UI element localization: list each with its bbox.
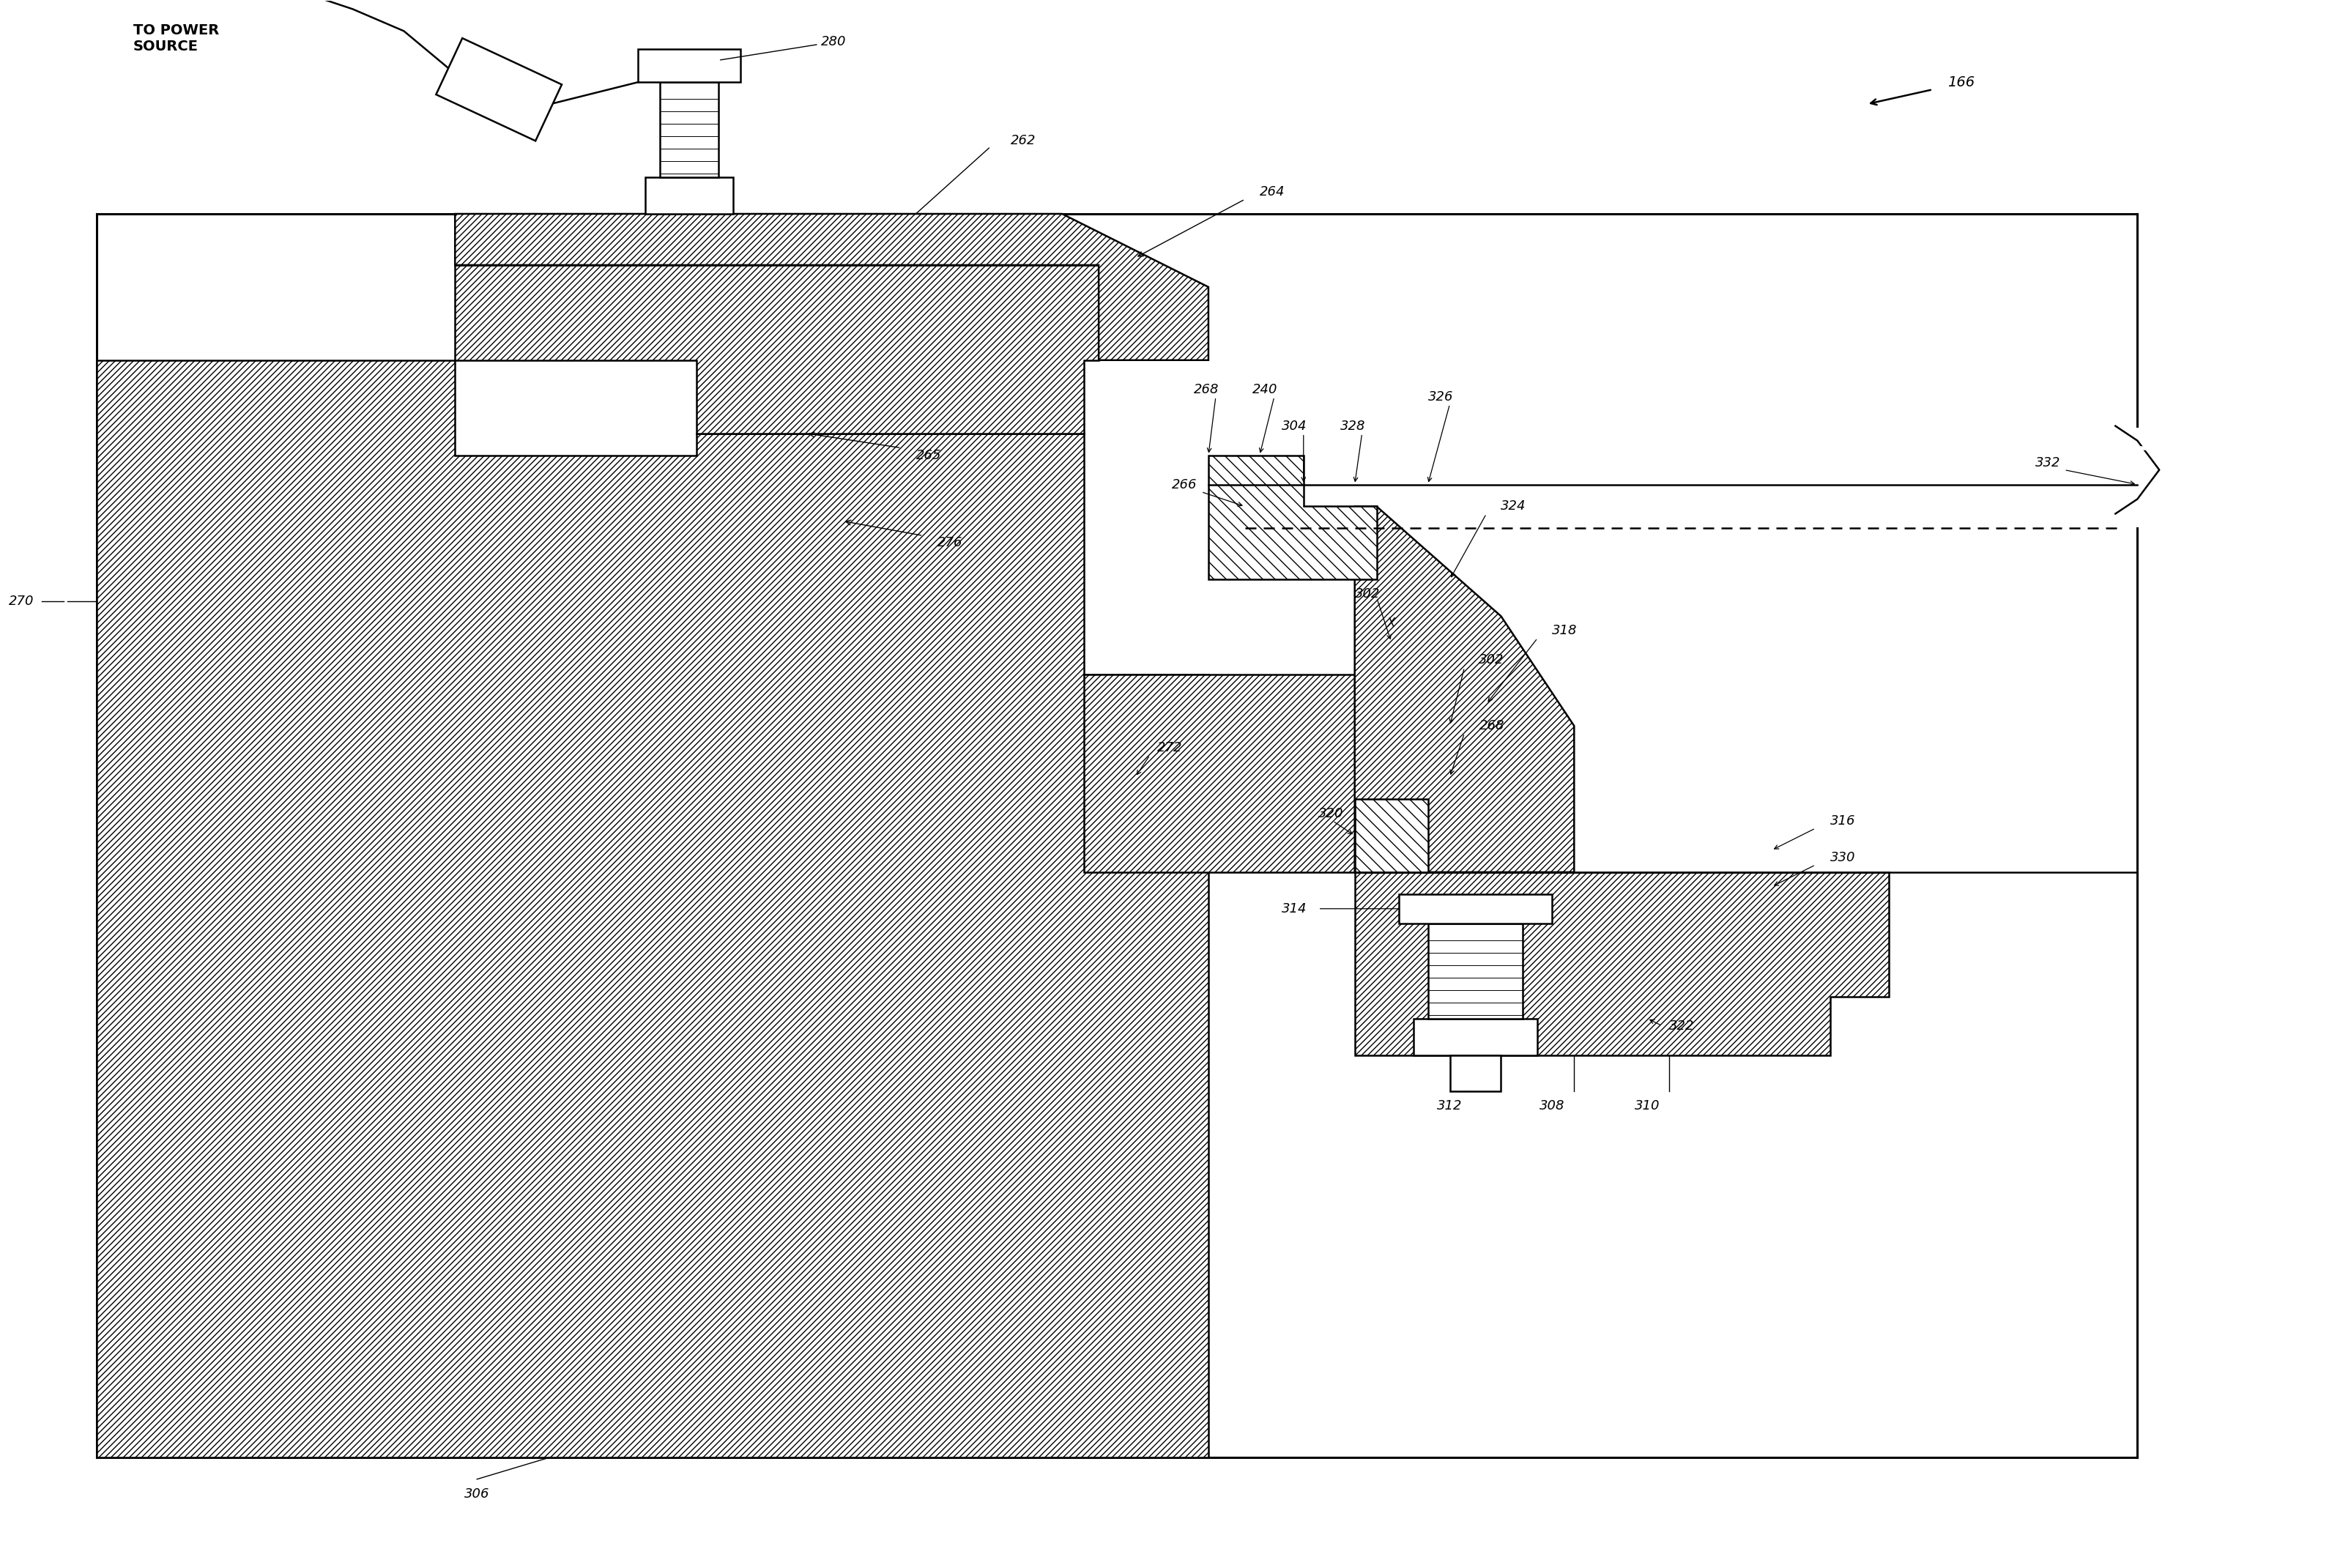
Polygon shape xyxy=(1354,506,1575,872)
Text: 276: 276 xyxy=(938,536,964,550)
Text: 306: 306 xyxy=(465,1488,489,1501)
Text: 262: 262 xyxy=(1011,135,1037,147)
Text: 332: 332 xyxy=(2036,456,2059,469)
Polygon shape xyxy=(1354,800,1427,872)
Text: X: X xyxy=(1387,616,1396,630)
Text: 318: 318 xyxy=(1552,624,1578,637)
Text: 265: 265 xyxy=(917,448,940,463)
Text: 280: 280 xyxy=(719,36,846,60)
Polygon shape xyxy=(1208,455,1378,580)
Polygon shape xyxy=(644,177,734,213)
Polygon shape xyxy=(1413,1019,1538,1055)
Polygon shape xyxy=(1084,674,1500,872)
Polygon shape xyxy=(1399,894,1552,924)
Text: 304: 304 xyxy=(1281,419,1307,433)
Text: 330: 330 xyxy=(1829,851,1855,864)
Text: 240: 240 xyxy=(1253,383,1277,397)
Text: 328: 328 xyxy=(1340,419,1366,433)
Text: 310: 310 xyxy=(1634,1099,1660,1113)
Polygon shape xyxy=(1354,872,1888,1055)
Text: TO POWER
SOURCE: TO POWER SOURCE xyxy=(134,24,219,53)
Polygon shape xyxy=(96,361,1208,1457)
Text: 312: 312 xyxy=(1436,1099,1462,1113)
Text: 308: 308 xyxy=(1540,1099,1566,1113)
Text: 324: 324 xyxy=(1500,500,1526,513)
Polygon shape xyxy=(637,49,741,82)
Text: 326: 326 xyxy=(1427,390,1453,403)
Text: 322: 322 xyxy=(1669,1019,1695,1032)
Text: 320: 320 xyxy=(1319,808,1342,820)
Polygon shape xyxy=(456,265,1098,433)
Polygon shape xyxy=(456,213,1208,361)
Text: 272: 272 xyxy=(1157,742,1183,754)
Text: 264: 264 xyxy=(1260,185,1286,199)
Text: 270: 270 xyxy=(9,594,35,608)
Polygon shape xyxy=(435,38,562,141)
Text: 302: 302 xyxy=(1479,654,1505,666)
Polygon shape xyxy=(661,82,719,177)
Text: 166: 166 xyxy=(1947,75,1975,89)
Text: 302: 302 xyxy=(1354,588,1380,601)
Text: 314: 314 xyxy=(1281,902,1307,916)
Text: 268: 268 xyxy=(1479,720,1505,732)
Text: 266: 266 xyxy=(1171,478,1197,491)
Text: 268: 268 xyxy=(1194,383,1220,397)
Text: 316: 316 xyxy=(1829,814,1855,828)
Polygon shape xyxy=(1451,1055,1500,1091)
Polygon shape xyxy=(1427,924,1523,1019)
